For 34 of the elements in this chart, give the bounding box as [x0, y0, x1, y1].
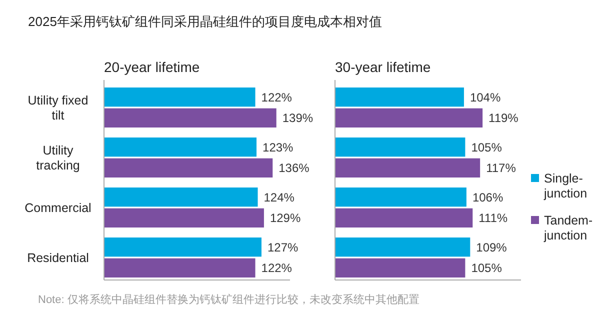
- y-tick-label: Utility tracking: [36, 143, 80, 172]
- bar: [104, 188, 258, 207]
- legend-label: Tandem-junction: [543, 213, 593, 242]
- data-label: 139%: [282, 111, 314, 126]
- data-label: 119%: [488, 111, 519, 126]
- data-label: 122%: [261, 90, 292, 104]
- y-tick-label: Commercial: [24, 200, 92, 215]
- data-label: 123%: [262, 140, 294, 154]
- data-label: 122%: [261, 261, 292, 276]
- bar: [104, 238, 262, 257]
- chart-subtitle: 30-year lifetime: [335, 59, 431, 75]
- data-label: 109%: [476, 240, 508, 254]
- bar: [104, 258, 256, 278]
- data-label: 106%: [472, 190, 504, 204]
- data-label: 104%: [470, 90, 501, 104]
- bar: [104, 138, 257, 157]
- data-label: 124%: [264, 190, 295, 204]
- text: Note: 仅将系统中晶硅组件替换为钙钛矿组件进行比较，未改变系统中其他配置: [38, 293, 420, 306]
- bar: [104, 88, 256, 107]
- data-label: 111%: [478, 211, 508, 226]
- chart-title: 2025年采用钙钛矿组件同采用晶硅组件的项目度电成本相对值: [28, 14, 382, 29]
- data-label: 129%: [270, 211, 301, 226]
- data-label: 105%: [471, 261, 502, 276]
- chart-subtitle: 20-year lifetime: [104, 59, 200, 75]
- bar: [104, 158, 273, 178]
- y-tick-label: Utility fixed tilt: [28, 93, 88, 122]
- data-label: 105%: [471, 140, 502, 154]
- bar: [104, 108, 276, 128]
- data-label: 117%: [486, 161, 516, 176]
- legend-label: Single-junction: [543, 171, 588, 200]
- data-label: 127%: [267, 240, 298, 254]
- y-tick-label: Residential: [27, 250, 89, 265]
- data-label: 136%: [278, 161, 310, 176]
- bar: [104, 208, 264, 228]
